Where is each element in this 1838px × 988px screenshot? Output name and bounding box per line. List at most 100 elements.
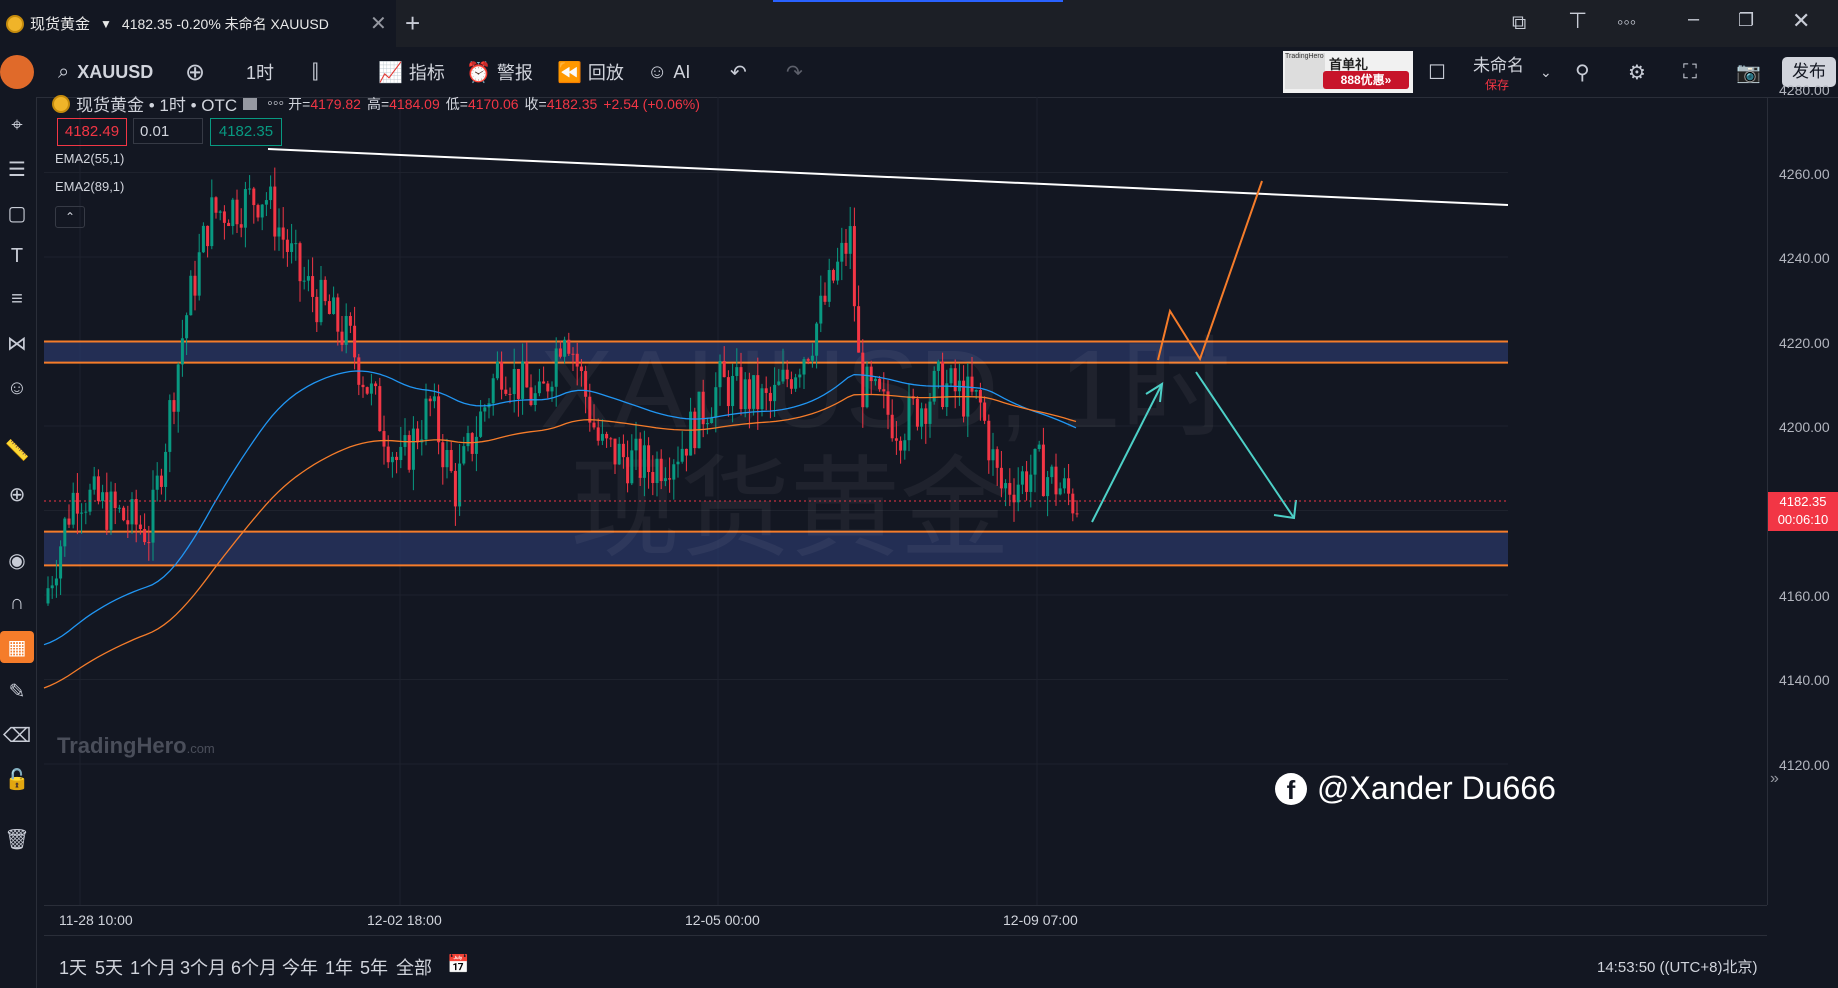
chart-tab[interactable]: 现货黄金 ▼ 4182.35 -0.20% 未命名 XAUUSD ✕ [0, 0, 396, 47]
settings-gear-icon[interactable]: ⚙ [1628, 61, 1646, 84]
undo-icon[interactable]: ↶ [730, 61, 747, 84]
fullscreen-icon[interactable]: ⛶ [1683, 60, 1697, 83]
candle-body [227, 222, 231, 227]
candle-body [59, 546, 63, 579]
range-all[interactable]: 全部 [396, 958, 432, 978]
more-icon[interactable]: ◦◦◦ [1617, 12, 1637, 32]
range-ytd[interactable]: 今年 [282, 958, 318, 978]
layout-dropdown-icon[interactable]: ⌄ [1540, 63, 1552, 80]
scroll-to-latest-icon[interactable]: » [1770, 770, 1779, 787]
range-1y[interactable]: 1年 [325, 958, 354, 978]
high-label: 高= [366, 95, 390, 112]
goto-date-icon[interactable]: 📅 [447, 954, 470, 974]
candle-body [743, 379, 747, 410]
magnet-icon[interactable]: ∩ [9, 591, 25, 614]
price-axis[interactable] [1767, 97, 1838, 905]
lock-icon[interactable]: 🔓 [4, 768, 30, 791]
candle-body [718, 360, 722, 388]
quick-search-icon[interactable]: ⚲ [1575, 61, 1590, 84]
layout-name[interactable]: 未命名 保存 [1473, 51, 1537, 93]
trash-icon[interactable]: 🗑 [4, 828, 30, 851]
candle-body [269, 186, 273, 201]
candle-body [676, 461, 680, 465]
ai-button[interactable]: ☺ AI [647, 47, 690, 97]
alerts-button[interactable]: ⏰ 警报 [466, 47, 533, 97]
candle-body [294, 243, 298, 245]
candle-body [105, 492, 109, 530]
candle-body [172, 400, 176, 412]
legend-more-icon[interactable]: ◦◦◦ [267, 94, 285, 112]
pattern-tool-icon[interactable]: ⋈ [7, 332, 27, 355]
candle-body [668, 478, 672, 480]
fib-tool-icon[interactable]: ≡ [11, 287, 23, 310]
candle-body [441, 442, 445, 468]
candle-body [596, 427, 600, 441]
price-chart[interactable]: XAUUSD, 1时 现货黄金 [0, 97, 1838, 905]
cursor-tool-icon[interactable]: ⌖ [11, 113, 23, 136]
close-tab-icon[interactable]: ✕ [370, 13, 387, 35]
eraser-icon[interactable]: ⌫ [2, 724, 32, 747]
collapse-legend-icon[interactable]: ⌃ [55, 206, 85, 228]
ema55-legend[interactable]: EMA2(55,1) [55, 151, 125, 166]
dropdown-icon[interactable]: ▼ [100, 16, 112, 31]
range-5y[interactable]: 5年 [360, 958, 389, 978]
candle-body [411, 428, 415, 470]
zoom-in-icon[interactable]: ⊕ [8, 483, 26, 506]
new-tab-icon[interactable]: + [405, 8, 421, 38]
calendar-icon[interactable]: ▦ [0, 631, 34, 663]
candle-body [432, 396, 436, 402]
publish-button[interactable]: 发布 [1782, 57, 1836, 87]
redo-icon[interactable]: ↷ [786, 61, 803, 84]
range-1m[interactable]: 1个月 [130, 958, 177, 978]
layout-square-icon[interactable]: ☐ [1428, 61, 1446, 84]
indicators-button[interactable]: 📈 指标 [378, 47, 445, 97]
minimize-icon[interactable]: – [1688, 8, 1700, 30]
sell-price-box[interactable]: 4182.49 [57, 118, 127, 146]
popout-icon[interactable]: ⧉ [1512, 12, 1527, 34]
ruler-icon[interactable]: 📏 [4, 439, 30, 462]
clock[interactable]: 14:53:50 ((UTC+8)北京) [1597, 959, 1758, 976]
range-6m[interactable]: 6个月 [231, 958, 278, 978]
candle-body [621, 443, 625, 458]
symbol-legend[interactable]: 现货黄金 • 1时 • OTC ◦◦◦ 开= 4179.82 高= 4184.09 … [52, 91, 700, 116]
candle-body [903, 440, 907, 451]
candle-body [647, 445, 651, 473]
candle-body [1067, 478, 1071, 494]
candle-body [1075, 513, 1079, 515]
trend-line-tool-icon[interactable]: ☰ [8, 158, 26, 181]
candle-body [999, 467, 1003, 489]
range-1d[interactable]: 1天 [59, 958, 88, 978]
time-label: 12-09 07:00 [1003, 912, 1078, 928]
layout-split-icon[interactable]: ⊤ [1568, 8, 1588, 33]
pencil-lock-icon[interactable]: ✎ [8, 680, 26, 703]
candle-body [861, 352, 865, 408]
candle-body [609, 438, 613, 440]
close-window-icon[interactable]: ✕ [1792, 8, 1811, 33]
restore-icon[interactable]: ❐ [1738, 10, 1755, 30]
indicators-icon: 📈 [378, 61, 403, 84]
candle-body [949, 368, 953, 384]
range-5d[interactable]: 5天 [95, 958, 124, 978]
candle-type-icon[interactable]: ⫿ [312, 60, 319, 83]
candle-body [281, 227, 285, 240]
candle-body [529, 387, 533, 406]
interval-button[interactable]: 1时 [246, 47, 274, 97]
camera-icon[interactable]: 📷 [1736, 61, 1761, 84]
time-axis[interactable] [44, 905, 1767, 906]
replay-button[interactable]: ⏪ 回放 [557, 47, 624, 97]
avatar[interactable] [0, 47, 34, 97]
symbol-search[interactable]: ⌕ XAUUSD [58, 47, 153, 97]
market-flag-icon [243, 97, 258, 110]
range-3m[interactable]: 3个月 [180, 958, 227, 978]
text-tool-icon[interactable]: T [10, 244, 24, 267]
ema89-legend[interactable]: EMA2(89,1) [55, 179, 125, 194]
promo-banner[interactable]: TradingHero 首单礼 888优惠» [1283, 51, 1413, 93]
candle-body [794, 377, 798, 389]
compare-add-icon[interactable]: ⊕ [185, 58, 206, 86]
emoji-tool-icon[interactable]: ☺ [6, 376, 28, 399]
eye-icon[interactable]: ◉ [8, 549, 26, 572]
candle-body [642, 445, 646, 478]
change-value: +2.54 (+0.06%) [603, 95, 700, 112]
shape-tool-icon[interactable]: ▢ [7, 202, 27, 225]
buy-price-box[interactable]: 4182.35 [210, 118, 282, 146]
